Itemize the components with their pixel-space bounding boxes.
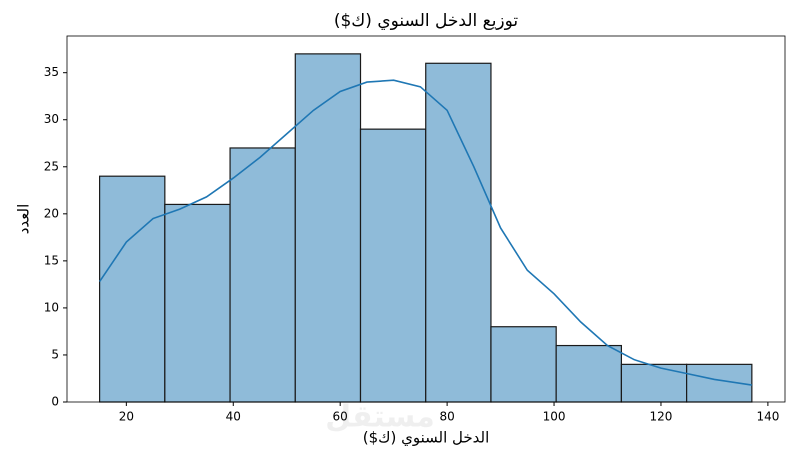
x-tick-label: 140 <box>756 410 779 424</box>
bar <box>99 175 166 403</box>
x-tick-label: 120 <box>650 410 673 424</box>
chart-title: توزيع الدخل السنوي (ك$) <box>334 11 519 31</box>
x-tick-label: 60 <box>333 410 348 424</box>
bar <box>555 344 623 403</box>
x-tick-label: 20 <box>119 410 134 424</box>
x-tick-label: 40 <box>226 410 241 424</box>
bar <box>164 203 231 403</box>
bar <box>229 147 296 403</box>
y-tick-label: 25 <box>44 159 59 173</box>
y-tick-label: 30 <box>44 112 59 126</box>
y-tick-label: 15 <box>44 253 59 267</box>
y-tick-label: 10 <box>44 300 59 314</box>
y-tick-label: 35 <box>44 65 59 79</box>
x-axis-label: الدخل السنوي (ك$) <box>363 429 490 448</box>
y-tick-label: 20 <box>44 206 59 220</box>
bar <box>425 62 492 403</box>
plot-frame <box>66 35 786 403</box>
y-tick-label: 5 <box>51 347 59 361</box>
watermark: مستقل <box>325 400 435 435</box>
y-tick-label: 0 <box>51 395 59 409</box>
bar <box>490 326 557 403</box>
y-axis-label: العدد <box>15 204 33 235</box>
bar <box>686 363 753 403</box>
x-tick-label: 80 <box>439 410 454 424</box>
bar <box>294 53 362 403</box>
kde-line <box>98 79 752 386</box>
bar <box>620 363 688 403</box>
x-tick-label: 100 <box>543 410 566 424</box>
bar <box>359 128 427 403</box>
